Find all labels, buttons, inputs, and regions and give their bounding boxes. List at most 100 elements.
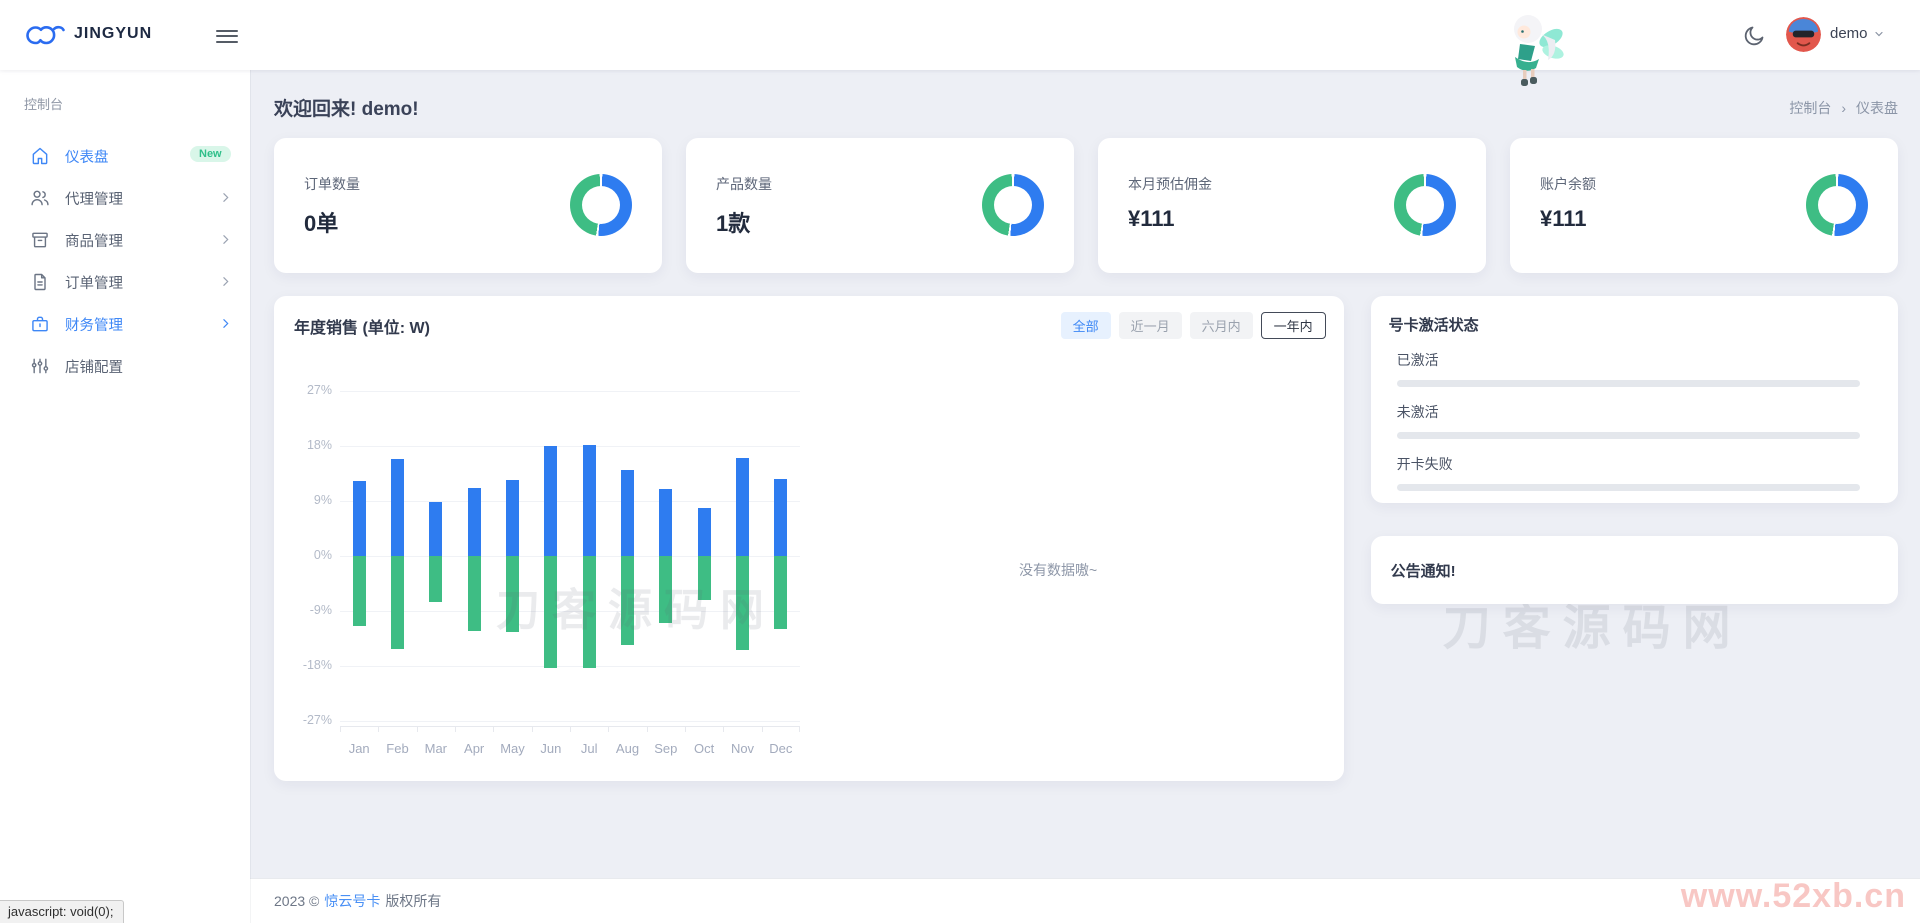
x-tick-label: Dec	[769, 741, 793, 756]
bar-positive	[697, 507, 711, 556]
x-tick-mark	[531, 727, 533, 732]
sidebar-item-agents[interactable]: 代理管理	[0, 177, 250, 219]
user-avatar[interactable]	[1786, 17, 1821, 52]
x-tick-mark	[416, 727, 418, 732]
filter-six-month-button[interactable]: 六月内	[1189, 312, 1253, 339]
filter-year-button[interactable]: 一年内	[1260, 312, 1326, 339]
bar-positive	[391, 458, 404, 556]
browser-status-tooltip: javascript: void(0);	[0, 900, 125, 923]
x-tick-label: Jan	[348, 741, 370, 756]
sidebar-item-finance[interactable]: 财务管理	[0, 303, 250, 345]
stat-card-balance: 账户余额 ¥111	[1510, 138, 1898, 273]
right-column: 刀客源码网 号卡激活状态 已激活 未激活 开卡失败	[1370, 296, 1898, 655]
x-axis: Jan Feb Mar Apr May Jun Jul Aug Sep Oct Nov Dec	[340, 726, 800, 766]
sidebar-item-orders[interactable]: 订单管理	[0, 261, 250, 303]
new-badge: New	[190, 146, 231, 162]
breadcrumb-item-console[interactable]: 控制台	[1789, 99, 1832, 116]
bar-positive	[506, 480, 519, 556]
activation-label: 未激活	[1396, 404, 1439, 420]
x-tick-mark	[646, 727, 648, 732]
progress-bar	[1396, 484, 1860, 491]
x-tick-label: May	[500, 741, 525, 756]
bar-positive	[736, 458, 749, 556]
file-icon	[30, 272, 50, 292]
footer: 2023 © 惊云号卡 版权所有	[250, 878, 1920, 923]
x-tick-mark	[455, 727, 456, 732]
gridline	[340, 611, 800, 612]
x-tick-label: Mar	[424, 741, 448, 756]
sidebar-item-label: 代理管理	[65, 191, 123, 208]
bar-negative	[429, 556, 443, 602]
y-tick-label: -18%	[302, 658, 332, 672]
progress-bar	[1396, 432, 1860, 439]
bar-negative	[544, 556, 558, 668]
top-bar: JINGYUN	[0, 0, 1920, 86]
progress-bar	[1396, 380, 1860, 387]
main-content: 欢迎回来! demo! 控制台 › 仪表盘 订单数量 0单 产品数量 1款 本月…	[250, 70, 1920, 878]
stat-label: 本月预估佣金	[1128, 176, 1212, 192]
no-data-text: 没有数据嗷~	[1019, 562, 1098, 578]
bar-positive	[544, 446, 558, 556]
chart-filter-group: 全部 近一月 六月内 一年内	[1060, 312, 1326, 339]
sidebar-item-dashboard[interactable]: 仪表盘 New	[0, 135, 250, 177]
stat-label: 产品数量	[716, 176, 772, 192]
bar-positive	[621, 470, 634, 556]
x-tick-mark	[799, 727, 800, 732]
x-tick-mark	[723, 727, 725, 732]
page-title: 欢迎回来! demo!	[274, 99, 419, 120]
bar-negative	[506, 556, 519, 632]
chevron-right-icon	[219, 275, 232, 288]
activation-label: 已激活	[1396, 352, 1439, 368]
stat-card-commission: 本月预估佣金 ¥111	[1098, 138, 1486, 273]
bar-negative	[736, 556, 749, 650]
y-tick-label: 9%	[313, 493, 332, 507]
brand-logo[interactable]: JINGYUN	[24, 20, 152, 48]
filter-month-button[interactable]: 近一月	[1118, 312, 1182, 339]
footer-brand-link[interactable]: 惊云号卡	[324, 893, 381, 909]
cloud-logo-icon	[26, 25, 65, 45]
activation-item-inactive: 未激活	[1396, 402, 1898, 439]
stat-card-orders: 订单数量 0单	[274, 138, 662, 273]
breadcrumb-item-dashboard[interactable]: 仪表盘	[1856, 99, 1898, 116]
annual-sales-card: 年度销售 (单位: W) 全部 近一月 六月内 一年内 27% 18% 9% 0% -9…	[274, 296, 1344, 781]
chart-title: 年度销售 (单位: W)	[294, 320, 430, 337]
activation-label: 开卡失败	[1396, 456, 1453, 472]
sidebar-menu: 仪表盘 New 代理管理 商品管理	[0, 135, 250, 387]
user-dropdown[interactable]: demo	[1830, 25, 1885, 42]
sidebar-item-products[interactable]: 商品管理	[0, 219, 250, 261]
stat-value: 1款	[716, 211, 751, 236]
x-tick-label: Aug	[615, 741, 640, 756]
x-tick-label: Feb	[386, 741, 409, 756]
donut-chart	[570, 174, 632, 236]
briefcase-icon	[30, 314, 50, 334]
stat-cards-row: 订单数量 0单 产品数量 1款 本月预估佣金 ¥111 账户余额 ¥111	[274, 138, 1898, 273]
bar-negative	[467, 556, 481, 632]
users-icon	[30, 188, 50, 208]
theme-toggle-moon-icon[interactable]	[1742, 23, 1768, 49]
user-name: demo	[1830, 25, 1868, 42]
gridline	[340, 501, 800, 502]
chevron-down-icon	[1874, 31, 1883, 36]
chevron-right-icon	[219, 191, 232, 204]
corner-watermark: www.52xb.cn	[1680, 877, 1906, 915]
x-tick-mark	[493, 727, 495, 732]
bar-positive	[429, 502, 443, 556]
x-tick-mark	[570, 727, 571, 732]
activation-item-failed: 开卡失败	[1396, 454, 1898, 491]
donut-chart	[1806, 174, 1868, 236]
sidebar-item-label: 财务管理	[65, 317, 123, 334]
bar-positive	[352, 480, 366, 556]
x-tick-mark	[340, 727, 341, 732]
stat-value: 0单	[304, 211, 339, 236]
chevron-right-icon	[219, 317, 232, 330]
breadcrumb: 控制台 › 仪表盘	[1789, 98, 1898, 118]
menu-toggle-button[interactable]	[216, 26, 238, 44]
gridline	[340, 556, 800, 557]
sidebar-item-shop-config[interactable]: 店铺配置	[0, 345, 250, 387]
box-icon	[30, 230, 50, 250]
activation-item-activated: 已激活	[1396, 350, 1898, 387]
donut-chart	[1394, 174, 1456, 236]
breadcrumb-separator: ›	[1841, 99, 1846, 116]
filter-all-button[interactable]: 全部	[1060, 312, 1111, 339]
